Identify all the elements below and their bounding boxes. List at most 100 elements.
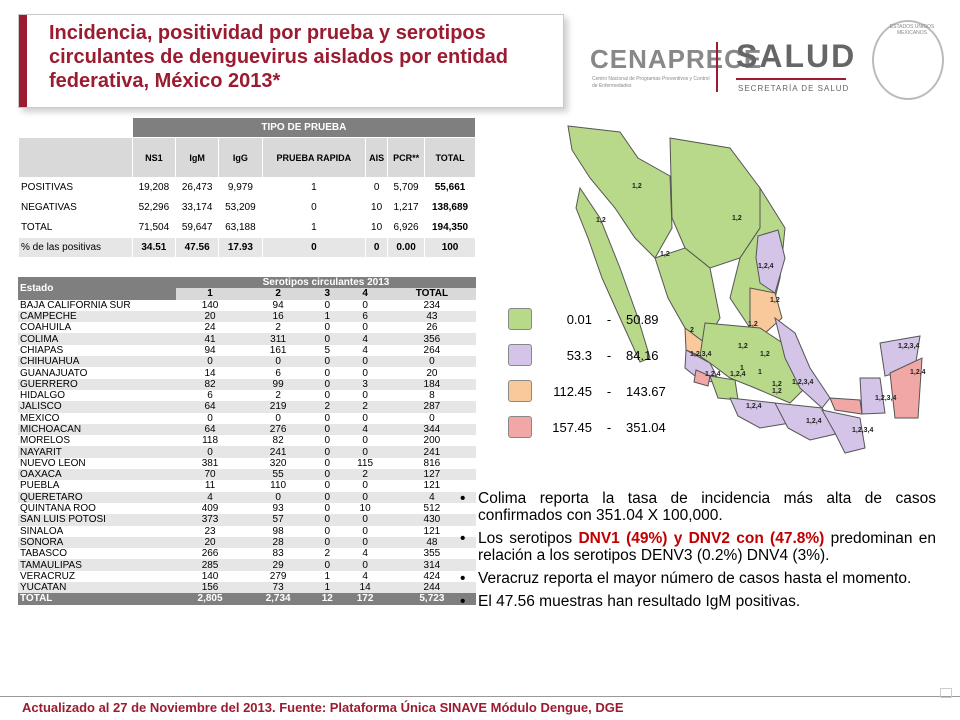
logo-divider bbox=[716, 42, 718, 92]
legend-min: 157.45 bbox=[552, 420, 592, 435]
serotype-cell: 121 bbox=[423, 480, 441, 492]
serotype-cell: 219 bbox=[269, 401, 287, 413]
serotype-table-row: YUCATAN 156 73 1 14 244 bbox=[18, 582, 476, 594]
legend-item: 53.3-84.16 bbox=[508, 342, 688, 372]
serotype-table-row: NUEVO LEON 381 320 0 115 816 bbox=[18, 458, 476, 469]
map-serotype-label: 1,2,4 bbox=[730, 371, 746, 378]
serotype-cell: 14 bbox=[359, 582, 371, 594]
serotype-cell: 424 bbox=[423, 570, 441, 582]
serotype-cell: 0 bbox=[324, 446, 331, 458]
serotype-cell: 0 bbox=[275, 491, 281, 503]
test-cell: 10 bbox=[365, 217, 389, 238]
serotype-cell: 23 bbox=[204, 525, 216, 537]
test-cell: 0.00 bbox=[387, 237, 426, 258]
map-serotype-label: 1,2,3,4 bbox=[852, 427, 874, 434]
test-table-row: % de las positivas 34.51 47.56 17.93 0 0 0.00 1… bbox=[18, 237, 476, 258]
map-serotype-label: 1,2,3,4 bbox=[690, 351, 712, 358]
map-serotype-label: 1,2 bbox=[748, 321, 758, 328]
serotype-cell: 0 bbox=[324, 514, 331, 526]
test-cell: 10 bbox=[365, 197, 389, 218]
legend-min: 112.45 bbox=[553, 384, 592, 399]
map-serotype-label: 1 bbox=[758, 369, 762, 376]
map-serotype-label: 2 bbox=[690, 327, 694, 334]
map-serotype-label: 1,2 bbox=[732, 215, 742, 222]
serotype-cell: 373 bbox=[201, 514, 219, 526]
legend-sep: - bbox=[606, 384, 612, 399]
serotype-table-row: GUERRERO 82 99 0 3 184 bbox=[18, 378, 476, 390]
total-cell: 12 bbox=[312, 593, 343, 605]
state-name: QUERETARO bbox=[20, 491, 83, 503]
serotype-table-row: MORELOS 118 82 0 0 200 bbox=[18, 435, 476, 446]
bullet-serotypes-pre: Los serotipos bbox=[478, 530, 579, 547]
test-type-table: TIPO DE PRUEBA NS1 IgM IgG PRUEBA RAPIDA AIS… bbox=[18, 117, 477, 258]
map-region-michoacan bbox=[709, 375, 739, 401]
test-table-row: NEGATIVAS 52,296 33,174 53,209 0 10 1,217 138,6… bbox=[18, 197, 476, 218]
serotype-cell: 0 bbox=[429, 412, 435, 424]
test-column-header: IgG bbox=[218, 137, 263, 178]
test-cell: 26,473 bbox=[174, 177, 220, 198]
serotype-cell: 118 bbox=[202, 435, 219, 447]
serotype-cell: 409 bbox=[201, 503, 219, 515]
map-serotype-label: 1,2 bbox=[772, 388, 782, 395]
serotype-cell: 0 bbox=[324, 390, 331, 402]
test-cell: 6,926 bbox=[387, 217, 426, 238]
footer-divider bbox=[0, 696, 960, 697]
state-name: HIDALGO bbox=[20, 390, 66, 402]
serotype-cell: 0 bbox=[324, 333, 331, 345]
serotype-cell: 0 bbox=[207, 446, 213, 458]
serotype-table-row: QUERETARO 4 0 0 0 4 bbox=[18, 491, 476, 503]
map-serotype-label: 1,2 bbox=[770, 297, 780, 304]
serotype-cell: 2 bbox=[324, 548, 331, 560]
salud-subtitle: SECRETARÍA DE SALUD bbox=[738, 84, 850, 93]
state-name: GUERRERO bbox=[20, 378, 78, 390]
test-cell: 71,504 bbox=[131, 217, 177, 238]
legend-sep: - bbox=[606, 420, 612, 435]
state-name: NAYARIT bbox=[20, 446, 62, 458]
serotype-table-row: HIDALGO 6 2 0 0 8 bbox=[18, 390, 476, 401]
serotype-table-row: QUINTANA ROO 409 93 0 10 512 bbox=[18, 503, 476, 514]
salud-logo: SALUD bbox=[736, 38, 857, 74]
serotype-cell: 94 bbox=[204, 344, 216, 356]
serotype-cell: 82 bbox=[204, 378, 216, 390]
legend-swatch bbox=[508, 380, 532, 402]
serotype-cell: 355 bbox=[423, 548, 441, 560]
test-cell: 9,979 bbox=[218, 177, 263, 198]
serotype-cell: 29 bbox=[272, 559, 284, 571]
legend-max: 50.89 bbox=[626, 312, 659, 327]
legend-range: 0.01-50.89 bbox=[540, 312, 659, 327]
map-serotype-label: 1,2,3,4 bbox=[875, 395, 897, 402]
state-name: YUCATAN bbox=[20, 582, 67, 594]
serotype-cell: 2 bbox=[324, 401, 331, 413]
serotype-cell: 0 bbox=[362, 536, 368, 548]
serotype-cell: 6 bbox=[207, 390, 213, 402]
legend-max: 143.67 bbox=[626, 384, 666, 399]
state-name: TAMAULIPAS bbox=[20, 559, 82, 571]
test-cell: 1 bbox=[261, 177, 367, 198]
test-row-label: NEGATIVAS bbox=[18, 197, 133, 218]
test-row-label: POSITIVAS bbox=[18, 177, 133, 198]
map-region-colima bbox=[693, 369, 711, 387]
total-cell: 2,805 bbox=[176, 593, 245, 605]
serotype-cell: 0 bbox=[324, 424, 331, 435]
total-cell: 172 bbox=[342, 593, 388, 605]
map-region-guerrero bbox=[729, 397, 791, 429]
serotype-cell: 0 bbox=[362, 367, 368, 379]
test-cell: 5,709 bbox=[387, 177, 426, 198]
serotype-cell: 0 bbox=[362, 525, 368, 537]
map-region-jalisco bbox=[684, 349, 721, 384]
serotype-cell: 356 bbox=[423, 333, 441, 345]
test-cell: 47.56 bbox=[174, 237, 220, 258]
map-serotype-label: 1,2,4 bbox=[746, 403, 762, 410]
map-region-chiapas bbox=[821, 409, 866, 454]
test-cell: 34.51 bbox=[131, 237, 177, 258]
cenaprece-logo: CENAPRECE bbox=[590, 44, 763, 74]
test-cell: 19,208 bbox=[131, 177, 177, 198]
legend-max: 84.16 bbox=[626, 348, 659, 363]
serotype-cell: 26 bbox=[426, 322, 438, 334]
serotype-table-row: CAMPECHE 20 16 1 6 43 bbox=[18, 310, 476, 323]
state-name: MICHOACAN bbox=[20, 424, 82, 435]
state-name: BAJA CALIFORNIA SUR bbox=[20, 299, 131, 311]
serotype-table-row: JALISCO 64 219 2 2 287 bbox=[18, 401, 476, 413]
test-row-label: % de las positivas bbox=[18, 237, 133, 258]
serotype-cell: 127 bbox=[423, 469, 441, 481]
